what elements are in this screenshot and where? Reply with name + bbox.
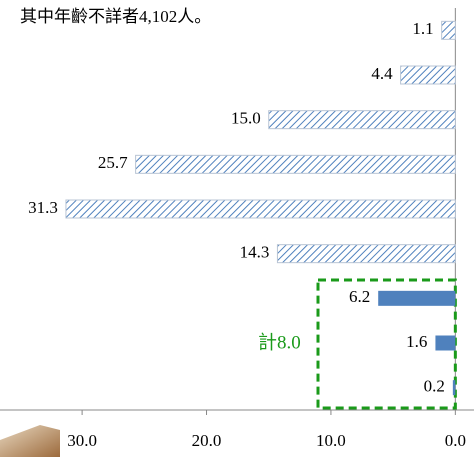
bar — [276, 244, 456, 264]
bar — [378, 290, 456, 306]
x-tick-label: 10.0 — [316, 431, 346, 450]
x-tick-label: 30.0 — [67, 431, 97, 450]
bar — [441, 20, 456, 40]
decor-image — [0, 425, 60, 457]
value-label: 6.2 — [349, 287, 370, 306]
chart-title: 其中年齡不詳者4,102人。 — [20, 7, 211, 26]
bar — [268, 110, 456, 130]
x-tick-label: 20.0 — [192, 431, 222, 450]
value-label: 1.1 — [412, 19, 433, 38]
value-label: 15.0 — [231, 109, 261, 128]
bar — [400, 65, 456, 85]
x-tick-label: 0.0 — [445, 431, 466, 450]
value-label: 31.3 — [28, 198, 58, 217]
value-label: 0.2 — [424, 377, 445, 396]
annotation: 計8.0 — [258, 331, 301, 353]
value-label: 1.6 — [406, 332, 427, 351]
bar — [452, 380, 456, 396]
value-label: 25.7 — [98, 153, 128, 172]
value-label: 4.4 — [371, 64, 393, 83]
bar — [65, 199, 456, 219]
bar — [135, 154, 456, 174]
bar — [435, 335, 456, 351]
value-label: 14.3 — [240, 243, 270, 262]
